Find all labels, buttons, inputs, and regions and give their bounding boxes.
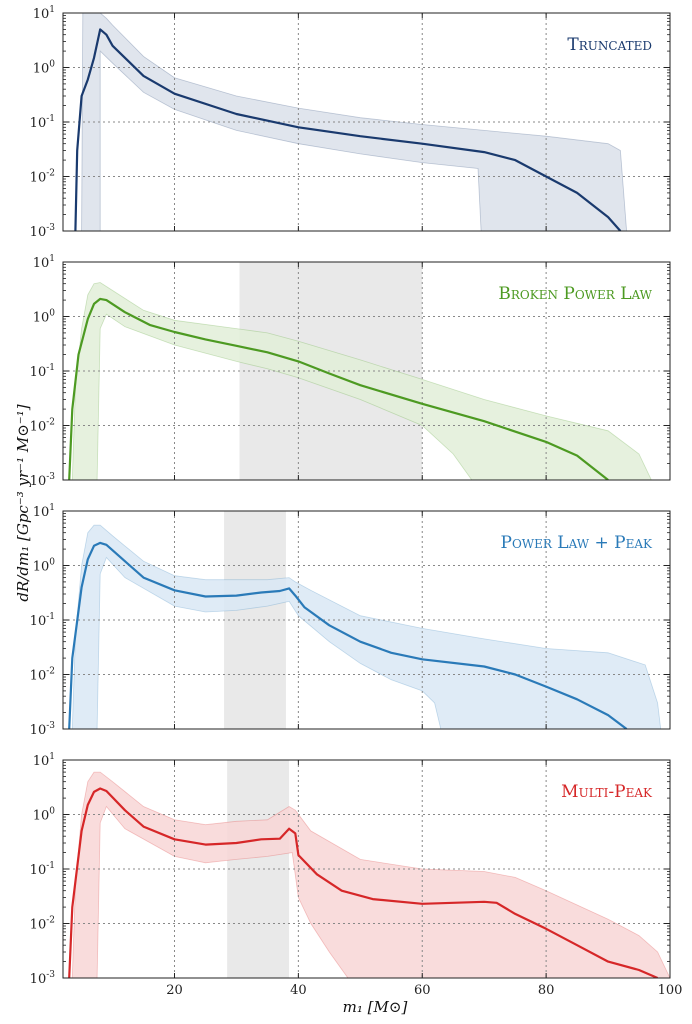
y-tick-label: 10-3 [30, 223, 56, 240]
median-line [68, 541, 628, 729]
y-tick-label: 100 [33, 807, 56, 824]
panel-title: Power Law + Peak [501, 533, 654, 553]
y-tick-label: 101 [33, 752, 55, 769]
credible-band [71, 524, 662, 729]
y-tick-label: 100 [33, 60, 56, 77]
y-tick-label: 10-3 [30, 721, 56, 738]
x-tick-label: 80 [538, 983, 555, 998]
y-tick-label: 101 [33, 5, 55, 22]
panel-2: 10-3 10-2 10-1 100 101 Power Law + Peak [30, 503, 671, 738]
median-line [74, 28, 622, 231]
y-tick-label: 10-2 [30, 169, 55, 186]
panel-title: Broken Power Law [498, 284, 652, 304]
median-line [68, 787, 659, 978]
median-line [68, 297, 609, 480]
panel-3: 10-3 10-2 10-1 100 101 20 40 60 80 100 Multi-Peak [30, 752, 683, 998]
panel-title: Truncated [567, 35, 652, 55]
credible-band [71, 771, 670, 978]
panel-0: 10-3 10-2 10-1 100 101 Truncated [30, 5, 671, 240]
y-tick-label: 10-1 [30, 861, 55, 878]
y-tick-label: 10-2 [30, 667, 55, 684]
y-tick-label: 10-3 [30, 472, 56, 489]
y-tick-label: 10-1 [30, 612, 55, 629]
panel-1: 10-3 10-2 10-1 100 101 Broken Power Law [30, 254, 671, 489]
y-tick-label: 10-1 [30, 114, 55, 131]
x-tick-label: 40 [290, 983, 307, 998]
x-axis-label: m₁ [M⊙] [343, 998, 408, 1016]
panel-title: Multi-Peak [561, 782, 653, 802]
y-tick-label: 101 [33, 503, 55, 520]
x-tick-label: 60 [414, 983, 431, 998]
y-tick-label: 10-2 [30, 916, 55, 933]
y-tick-label: 101 [33, 254, 55, 271]
y-axis-label: dR/dm₁ [Gpc⁻³ yr⁻¹ M⊙⁻¹] [14, 404, 32, 601]
x-tick-label: 100 [658, 983, 683, 998]
x-tick-label: 20 [166, 983, 183, 998]
y-tick-label: 10-3 [30, 970, 56, 987]
y-tick-label: 100 [33, 309, 56, 326]
y-tick-label: 10-2 [30, 418, 55, 435]
y-tick-label: 10-1 [30, 363, 55, 380]
y-tick-label: 100 [33, 558, 56, 575]
credible-band [71, 282, 652, 480]
